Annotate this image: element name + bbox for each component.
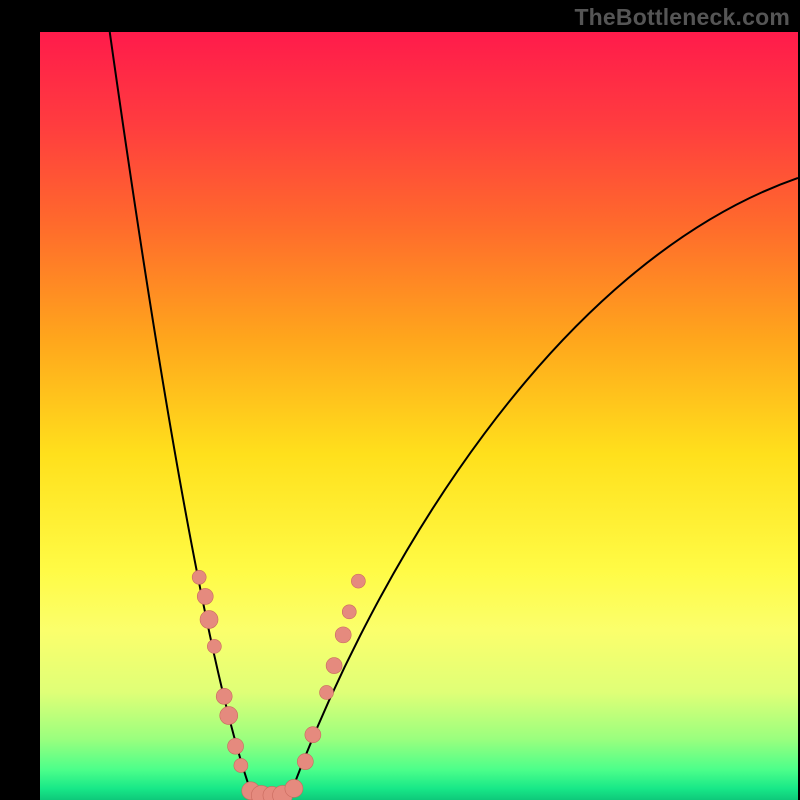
marker-point	[220, 707, 238, 725]
marker-point	[200, 611, 218, 629]
marker-point	[207, 639, 221, 653]
marker-point	[285, 779, 303, 797]
v-curve-chart	[40, 32, 798, 800]
watermark-text: TheBottleneck.com	[574, 4, 790, 31]
marker-point	[342, 605, 356, 619]
marker-point	[326, 658, 342, 674]
marker-point	[351, 574, 365, 588]
marker-point	[192, 570, 206, 584]
gradient-background	[40, 32, 798, 800]
marker-point	[320, 685, 334, 699]
marker-point	[234, 758, 248, 772]
marker-point	[197, 588, 213, 604]
marker-point	[335, 627, 351, 643]
marker-point	[297, 754, 313, 770]
plot-area	[40, 32, 798, 800]
marker-point	[228, 738, 244, 754]
chart-frame: TheBottleneck.com	[0, 0, 800, 800]
marker-point	[305, 727, 321, 743]
marker-point	[216, 688, 232, 704]
